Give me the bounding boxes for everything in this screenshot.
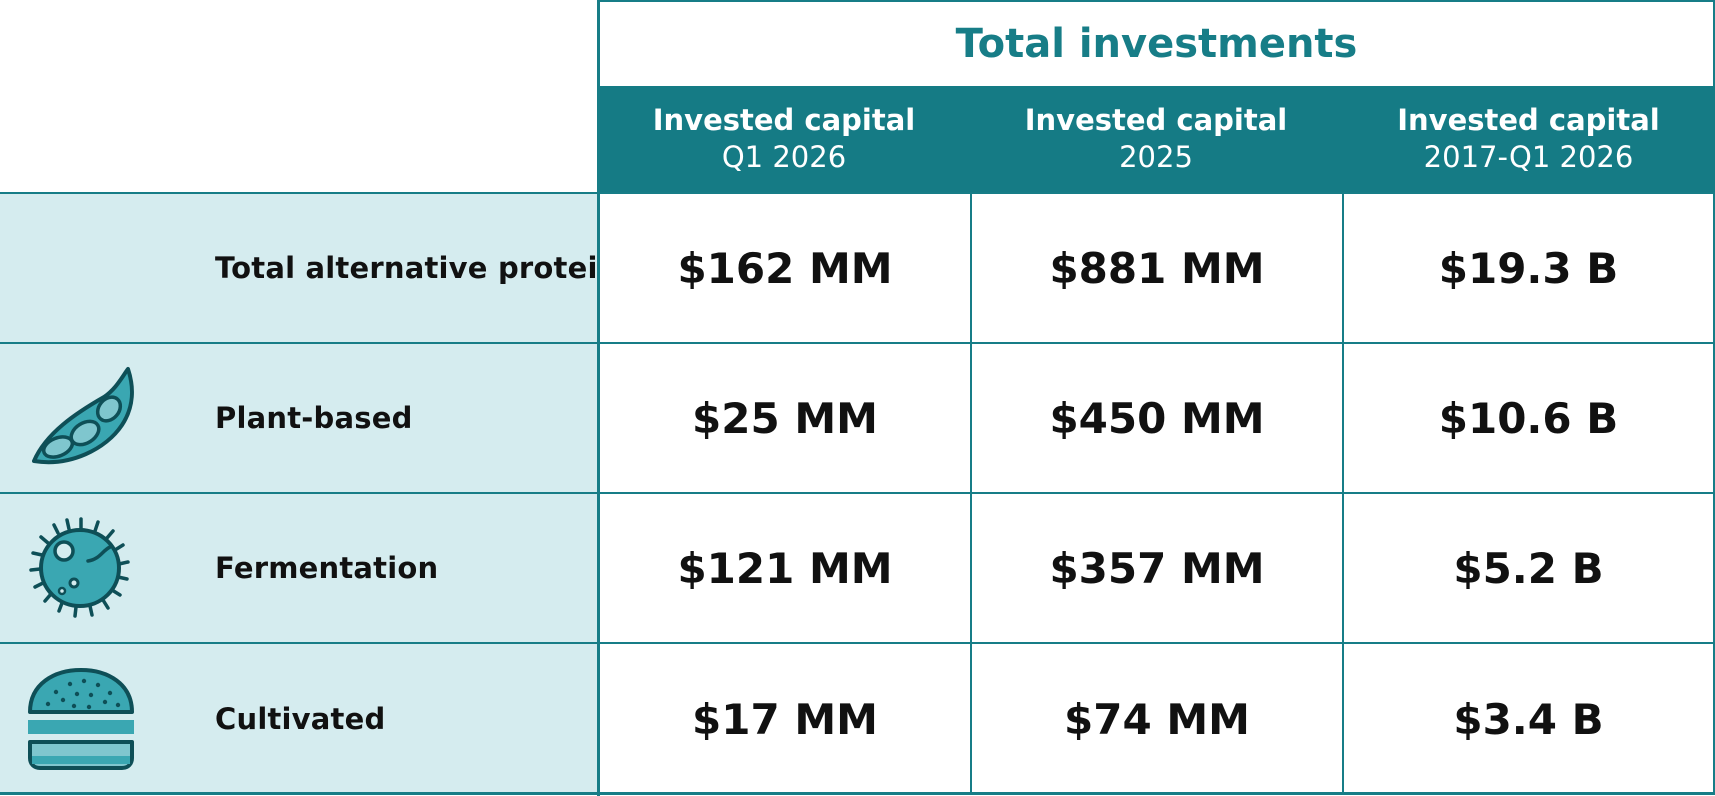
soybean-pod-icon bbox=[32, 367, 134, 465]
value-cell: $450 MM bbox=[970, 342, 1342, 492]
value-text: $357 MM bbox=[1049, 543, 1265, 593]
group-header-total-investments: Total investments bbox=[598, 0, 1715, 86]
row-label-fermentation: Fermentation bbox=[0, 492, 598, 642]
value-text: $162 MM bbox=[677, 243, 893, 293]
value-cell: $19.3 B bbox=[1342, 192, 1715, 342]
column-header-line2: 2017-Q1 2026 bbox=[1423, 140, 1634, 174]
row-label-total-alternative-protein: Total alternative protein bbox=[0, 192, 618, 342]
column-header-line2: 2025 bbox=[1119, 140, 1193, 174]
column-header-q1-2026: Invested capital Q1 2026 bbox=[598, 86, 970, 192]
row-label-text: Total alternative protein bbox=[215, 251, 619, 285]
value-cell: $74 MM bbox=[970, 642, 1342, 794]
value-cell: $357 MM bbox=[970, 492, 1342, 642]
value-text: $25 MM bbox=[692, 393, 878, 443]
column-header-line1: Invested capital bbox=[1024, 103, 1288, 137]
value-cell: $25 MM bbox=[598, 342, 970, 492]
row-label-text: Plant-based bbox=[215, 401, 413, 435]
row-label-text: Fermentation bbox=[215, 551, 439, 585]
column-header-line1: Invested capital bbox=[1397, 103, 1660, 137]
column-header-2025: Invested capital 2025 bbox=[970, 86, 1342, 192]
row-label-plant-based: Plant-based bbox=[0, 342, 598, 492]
value-text: $17 MM bbox=[692, 694, 878, 744]
column-header-line2: Q1 2026 bbox=[721, 140, 847, 174]
value-text: $3.4 B bbox=[1453, 694, 1604, 744]
value-text: $450 MM bbox=[1049, 393, 1265, 443]
value-text: $121 MM bbox=[677, 543, 893, 593]
value-cell: $881 MM bbox=[970, 192, 1342, 342]
row-label-text: Cultivated bbox=[215, 702, 386, 736]
group-header-text: Total investments bbox=[955, 21, 1358, 67]
value-cell: $121 MM bbox=[598, 492, 970, 642]
value-cell: $17 MM bbox=[598, 642, 970, 794]
table-bottom-rule bbox=[0, 792, 1715, 795]
column-header-line1: Invested capital bbox=[652, 103, 916, 137]
value-text: $10.6 B bbox=[1438, 393, 1619, 443]
value-cell: $5.2 B bbox=[1342, 492, 1715, 642]
row-label-cultivated: Cultivated bbox=[0, 642, 598, 794]
value-cell: $162 MM bbox=[598, 192, 970, 342]
value-text: $881 MM bbox=[1049, 243, 1265, 293]
microbe-cell-icon bbox=[29, 517, 130, 618]
burger-icon bbox=[28, 668, 134, 770]
value-text: $19.3 B bbox=[1438, 243, 1619, 293]
value-text: $74 MM bbox=[1064, 694, 1250, 744]
value-cell: $10.6 B bbox=[1342, 342, 1715, 492]
table-vertical-rule bbox=[597, 0, 600, 796]
column-header-2017-q1-2026: Invested capital 2017-Q1 2026 bbox=[1342, 86, 1715, 192]
value-text: $5.2 B bbox=[1453, 543, 1604, 593]
value-cell: $3.4 B bbox=[1342, 642, 1715, 794]
